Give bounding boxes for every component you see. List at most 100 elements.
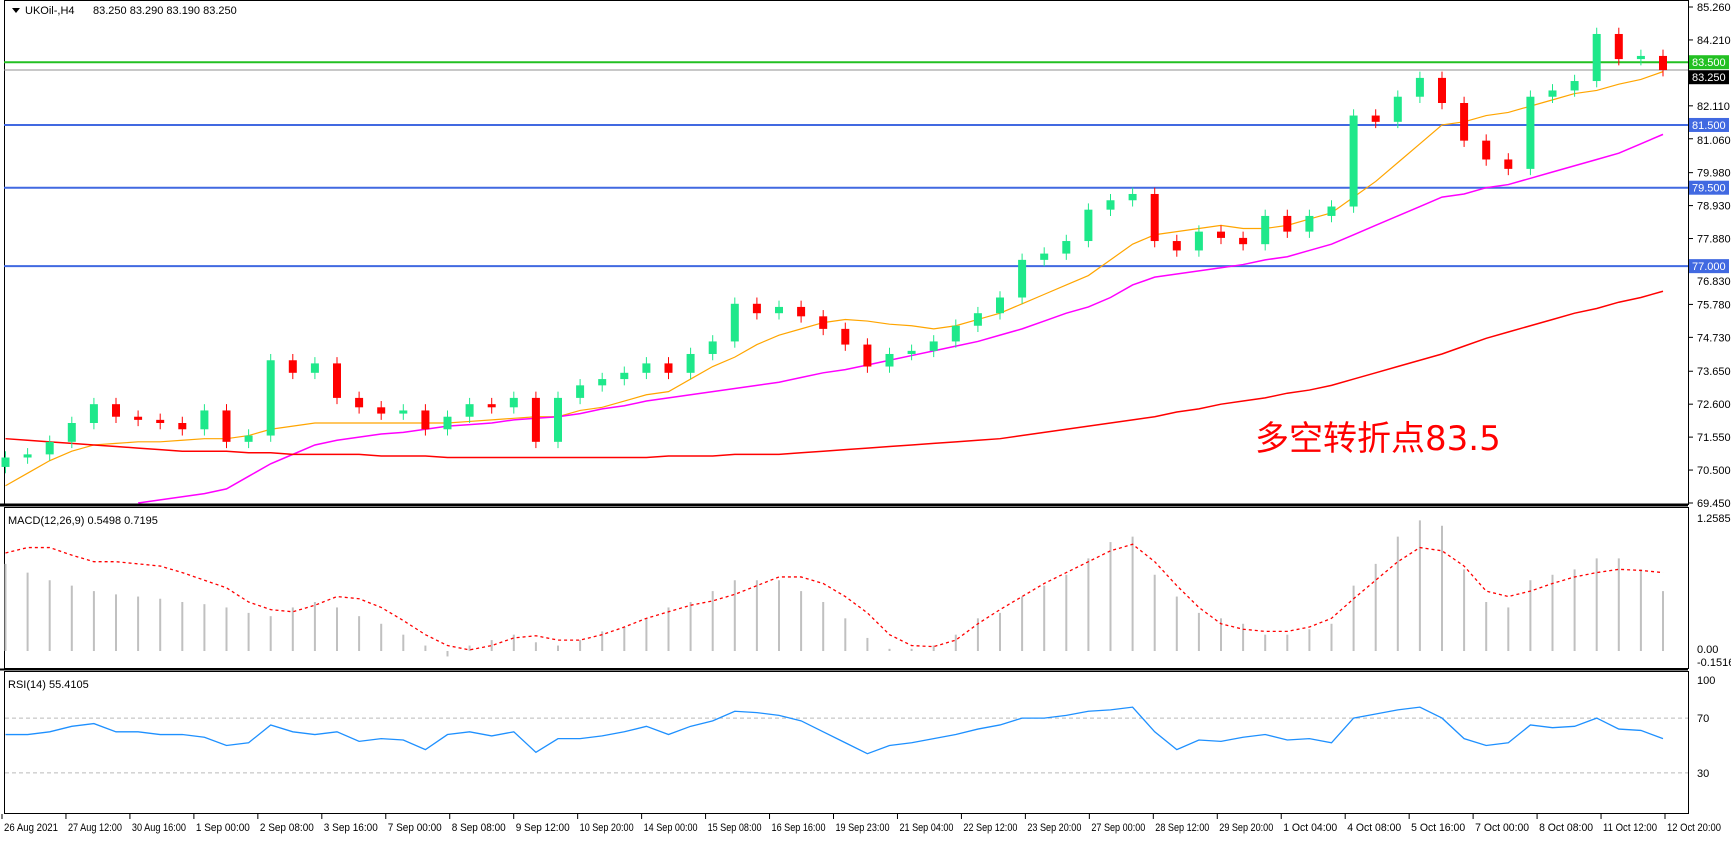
macd-signal-line xyxy=(5,543,1664,651)
macd-indicator: 1.2585 0.00-0.1516 xyxy=(4,513,1731,669)
macd-tick-label: 0.00 xyxy=(1697,644,1718,656)
bull-candle xyxy=(1261,215,1270,245)
price-tick-label: 73.650 xyxy=(1697,366,1731,378)
bear-candle xyxy=(1659,55,1667,71)
bull-candle xyxy=(929,341,938,351)
bear-candle xyxy=(1283,215,1292,232)
price-tags: 83.500 83.250 81.500 79.500 77.000 xyxy=(1689,55,1729,274)
ohlc-label: 83.250 83.290 83.190 83.250 xyxy=(93,5,237,17)
ma-slow-line xyxy=(5,290,1664,459)
time-tick-label: 15 Sep 08:00 xyxy=(708,822,762,834)
bear-candle xyxy=(1150,193,1159,242)
bull-candle xyxy=(310,363,319,373)
rsi-tick-label: 100 xyxy=(1697,675,1715,687)
ma-fast-line xyxy=(5,71,1664,487)
price-tick-label: 74.730 xyxy=(1697,332,1731,344)
bear-candle xyxy=(377,407,386,414)
time-tick-label: 23 Sep 20:00 xyxy=(1027,822,1081,834)
bull-candle xyxy=(1040,253,1049,260)
bull-candle xyxy=(907,350,916,354)
bull-candle xyxy=(89,404,98,423)
bear-candle xyxy=(1482,140,1491,160)
price-tag-label: 77.000 xyxy=(1692,261,1726,273)
price-tick-label: 84.210 xyxy=(1697,35,1731,47)
bear-candle xyxy=(222,410,231,442)
bull-candle xyxy=(244,435,253,442)
time-tick-label: 19 Sep 23:00 xyxy=(836,822,890,834)
time-tick-label: 9 Sep 12:00 xyxy=(516,822,570,834)
time-tick-label: 5 Oct 16:00 xyxy=(1411,822,1465,834)
price-tick-label: 69.450 xyxy=(1697,498,1731,510)
price-tick-label: 72.600 xyxy=(1697,399,1731,411)
macd-tick-label: 1.2585 xyxy=(1697,513,1731,525)
bull-candle xyxy=(67,423,76,442)
bear-candle xyxy=(355,397,364,408)
price-tick-label: 79.980 xyxy=(1697,168,1731,180)
price-tick-label: 78.930 xyxy=(1697,201,1731,213)
time-tick-label: 11 Oct 12:00 xyxy=(1603,822,1657,834)
bull-candle xyxy=(509,397,518,408)
price-tag-box xyxy=(1689,117,1729,132)
time-tick-label: 26 Aug 2021 xyxy=(4,822,58,834)
rsi-tick-label: 70 xyxy=(1697,713,1709,725)
pivot-annotation: 多空转折点83.5 xyxy=(1255,419,1501,459)
time-tick-label: 10 Sep 20:00 xyxy=(580,822,634,834)
candles xyxy=(1,27,1667,474)
time-tick-label: 16 Sep 16:00 xyxy=(772,822,826,834)
macd-tick-label: -0.1516 xyxy=(1697,657,1731,669)
price-tag-label: 81.500 xyxy=(1692,120,1726,132)
rsi-tick-label: 30 xyxy=(1697,768,1709,780)
time-tick-label: 14 Sep 00:00 xyxy=(644,822,698,834)
bull-candle xyxy=(200,410,209,430)
bull-candle xyxy=(951,325,960,342)
moving-averages xyxy=(5,71,1664,504)
bear-candle xyxy=(1172,241,1181,251)
rsi-label: RSI(14) 55.4105 xyxy=(8,679,89,691)
price-tag-label: 83.250 xyxy=(1692,72,1726,84)
bull-candle xyxy=(1,457,10,467)
bull-candle xyxy=(1327,206,1336,216)
time-tick-label: 2 Sep 08:00 xyxy=(260,822,314,834)
time-axis: 26 Aug 2021 27 Aug 12:00 30 Aug 16:00 1 Sep… xyxy=(1,814,1721,834)
time-tick-label: 21 Sep 04:00 xyxy=(899,822,953,834)
time-tick-label: 8 Sep 08:00 xyxy=(452,822,506,834)
time-tick-label: 1 Sep 00:00 xyxy=(196,822,250,834)
bull-candle xyxy=(708,341,717,354)
bull-candle xyxy=(1548,90,1557,97)
time-tick-label: 8 Oct 08:00 xyxy=(1539,822,1593,834)
bull-candle xyxy=(1305,215,1314,232)
collapse-triangle-icon[interactable] xyxy=(12,8,20,13)
bull-candle xyxy=(1106,200,1115,210)
price-tick-label: 75.780 xyxy=(1697,299,1731,311)
bear-candle xyxy=(1239,237,1248,245)
bull-candle xyxy=(1062,241,1071,254)
bull-candle xyxy=(973,313,982,326)
bull-candle xyxy=(45,441,54,455)
price-tick-label: 82.110 xyxy=(1697,101,1730,113)
rsi-panel-frame xyxy=(4,671,1689,814)
price-tag-label: 79.500 xyxy=(1692,183,1726,195)
time-tick-label: 30 Aug 16:00 xyxy=(132,822,186,834)
bear-candle xyxy=(1460,103,1469,141)
bear-candle xyxy=(421,410,430,430)
time-tick-label: 29 Sep 20:00 xyxy=(1219,822,1273,834)
price-tick-label: 85.260 xyxy=(1697,2,1731,14)
bear-candle xyxy=(288,360,297,373)
bear-candle xyxy=(1614,33,1623,60)
bear-candle xyxy=(1438,77,1446,103)
bear-candle xyxy=(841,328,850,345)
bull-candle xyxy=(885,353,894,367)
bull-candle xyxy=(996,297,1004,314)
bull-candle xyxy=(598,379,607,386)
bear-candle xyxy=(1371,115,1380,122)
time-tick-label: 12 Oct 20:00 xyxy=(1667,822,1721,834)
macd-label: MACD(12,26,9) 0.5498 0.7195 xyxy=(8,515,158,527)
bear-candle xyxy=(531,397,540,442)
ma-mid-line xyxy=(137,133,1664,504)
bull-candle xyxy=(686,353,695,373)
bear-candle xyxy=(487,404,496,408)
price-tick-label: 77.880 xyxy=(1697,234,1731,246)
time-tick-label: 7 Sep 00:00 xyxy=(388,822,442,834)
